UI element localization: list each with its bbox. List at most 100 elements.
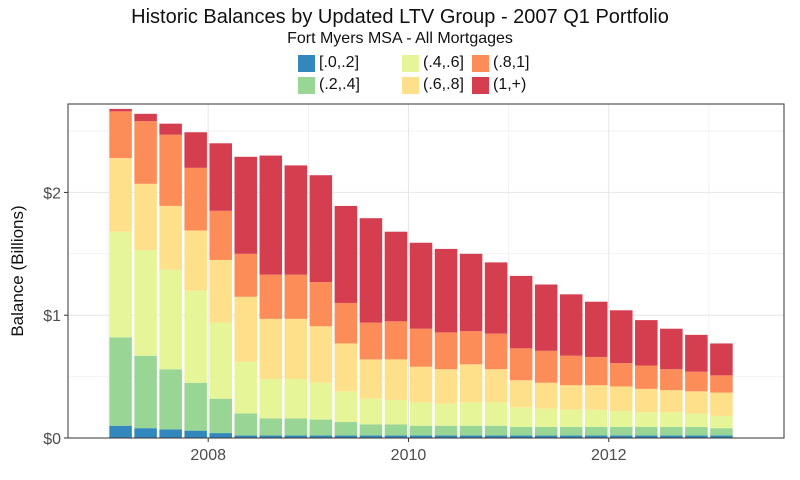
bar-segment-2 [234,361,258,414]
bar-segment-0 [209,433,232,438]
bar-segment-4 [509,348,533,381]
bar-segment-5 [559,294,583,356]
bar-segment-0 [134,428,157,438]
bar-segment-1 [209,398,232,434]
bar-segment-2 [184,290,207,383]
bar-segment-3 [509,380,533,408]
bar-segment-5 [309,175,333,283]
bar-segment-4 [635,365,658,389]
bar-segment-5 [184,132,207,168]
bar-segment-5 [610,310,633,364]
bar-segment-2 [384,399,408,425]
bar-segment-4 [359,322,383,360]
bar-segment-4 [584,356,608,386]
bar-segment-4 [109,111,132,159]
bar-segment-2 [309,382,333,420]
bar-segment-4 [484,333,508,370]
bar-segment-4 [184,167,207,231]
bar-segment-1 [259,418,283,436]
bar-segment-3 [159,205,182,270]
bar-segment-5 [484,262,508,334]
y-tick-label: $0 [43,431,61,448]
bar-segment-3 [710,392,733,416]
bar-segment-4 [309,282,333,327]
bar-segment-2 [710,415,733,429]
legend-swatch [472,76,489,94]
chart-subtitle: Fort Myers MSA - All Mortgages [287,30,513,47]
bar-segment-0 [184,430,207,438]
bar-segment-2 [409,402,433,426]
bar-segment-5 [434,248,458,333]
legend-swatch [298,76,315,94]
legend-item: (1,+) [472,75,526,95]
legend-label: (.6,.8] [423,76,464,93]
bar-segment-0 [635,435,658,438]
bar-segment-5 [534,284,558,351]
bar-segment-5 [384,231,408,322]
bar-segment-5 [359,218,383,323]
bar-segment-4 [534,350,558,383]
bar-segment-5 [259,155,283,275]
bar-segment-1 [635,426,658,436]
bar-segment-3 [209,259,232,323]
legend-item: (.2,.4] [298,75,360,95]
bar-segment-3 [459,364,483,403]
bar-segment-1 [484,425,508,436]
bar-segment-1 [309,419,333,436]
bar-segment-1 [434,425,458,436]
bar-segment-3 [434,369,458,404]
legend-item: (.8,1] [472,53,529,73]
bar-segment-5 [409,242,433,329]
bar-segment-1 [184,382,207,431]
bar-segment-1 [509,426,533,436]
bar-segment-2 [509,407,533,427]
x-tick-label: 2010 [391,447,427,464]
bar-segment-3 [259,318,283,380]
bar-segment-2 [484,402,508,426]
bar-segment-1 [134,355,157,429]
bar-segment-0 [334,435,358,438]
bar-segment-3 [409,366,433,403]
legend-label: (.2,.4] [319,76,360,93]
legend-label: (1,+) [493,76,527,93]
bar-segment-5 [334,205,358,303]
bar-segment-3 [109,158,132,232]
bar-segment-4 [559,355,583,386]
bar-segment-0 [284,435,308,438]
chart-title: Historic Balances by Updated LTV Group -… [131,6,669,28]
y-tick-label: $1 [43,308,61,325]
bar-segment-4 [409,328,433,367]
bar-segment-5 [710,343,733,376]
bar-segment-3 [384,359,408,400]
bar-segment-2 [459,402,483,426]
x-tick-label: 2008 [190,447,226,464]
bar-segment-1 [660,426,683,436]
bar-segment-4 [660,369,683,391]
bar-segment-2 [359,398,383,425]
bar-segment-2 [134,250,157,356]
bar-segment-0 [459,435,483,438]
bar-segment-2 [685,413,708,427]
bar-segment-0 [559,435,583,438]
bar-segment-0 [384,435,408,438]
bar-segment-2 [109,231,132,338]
bar-segment-1 [534,426,558,436]
bar-segment-4 [284,274,308,319]
bar-segment-5 [159,123,182,135]
bar-segment-0 [610,435,633,438]
bar-segment-3 [635,388,658,413]
bar-segment-2 [610,410,633,427]
bar-segment-1 [334,422,358,436]
bar-segment-2 [209,322,232,399]
x-tick-label: 2012 [591,447,627,464]
bar-segment-1 [109,337,132,426]
legend-label: (.8,1] [493,54,530,71]
legend-label: (.4,.6] [423,54,464,71]
legend-item: (.6,.8] [402,75,464,95]
bar-segment-3 [184,230,207,291]
bar-segment-0 [710,435,733,438]
bar-segment-0 [359,435,383,438]
bar-segment-4 [334,302,358,344]
